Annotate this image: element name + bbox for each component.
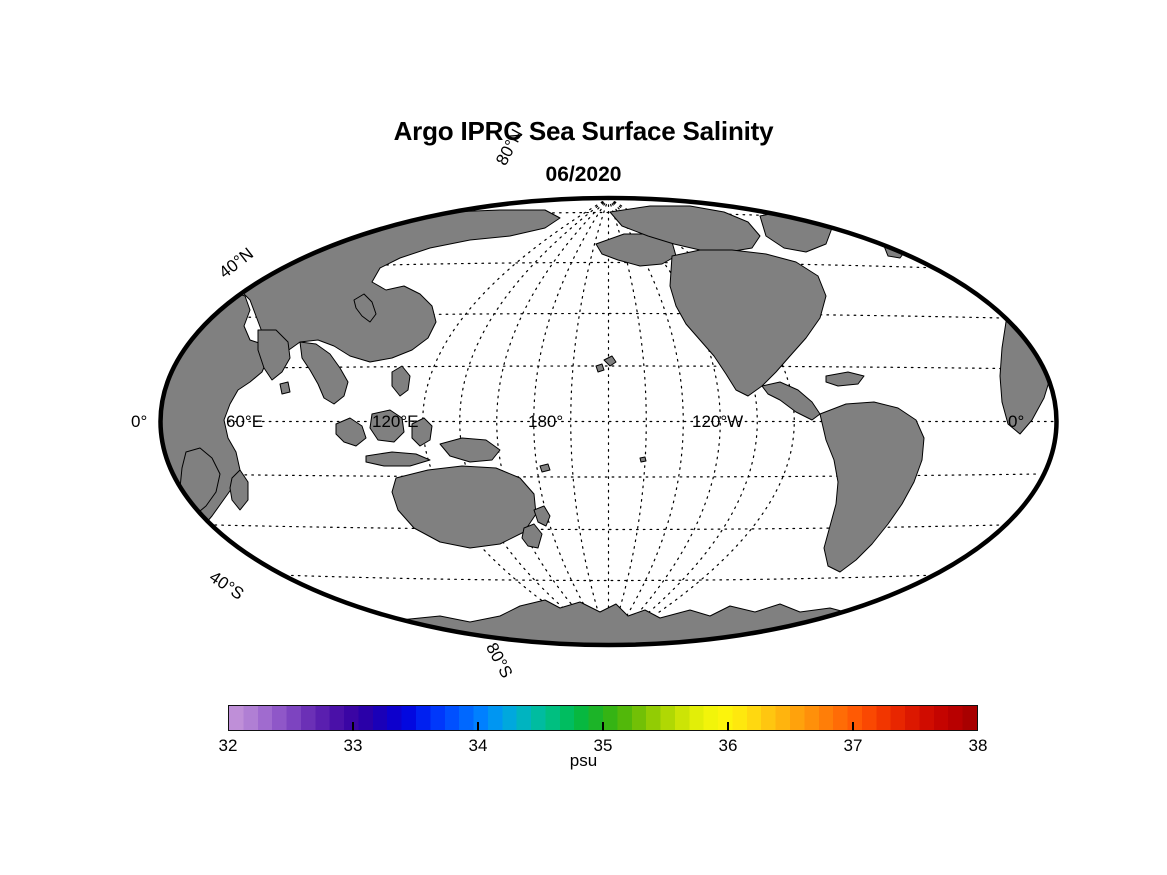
land-pacific-speck xyxy=(639,456,647,463)
land-sulawesi xyxy=(411,417,433,447)
land-central-america xyxy=(761,381,821,421)
colorbar-tick-36 xyxy=(727,722,729,731)
figure-subtitle: 06/2020 xyxy=(545,163,622,186)
colorbar-label-34: 34 xyxy=(468,736,488,755)
colorbar-label-35: 35 xyxy=(593,736,613,755)
colorbar-tick-34 xyxy=(477,722,479,731)
land-hawaii xyxy=(603,355,617,367)
land-new-guinea xyxy=(439,437,501,463)
land-antarctica xyxy=(329,599,941,645)
colorbar-label-33: 33 xyxy=(343,736,363,755)
lon-label-180: 180° xyxy=(528,412,564,431)
land-alaska xyxy=(595,233,677,267)
land-south-america xyxy=(819,401,925,573)
colorbar-tick-35 xyxy=(602,722,604,731)
land-india xyxy=(257,329,291,381)
lon-label-0w: 0° xyxy=(1008,412,1025,431)
lon-label-60e: 60°E xyxy=(226,412,264,431)
land-caribbean xyxy=(825,371,865,387)
land-north-america xyxy=(669,249,827,397)
land-philippines xyxy=(391,365,411,397)
colorbar-label-37: 37 xyxy=(843,736,863,755)
colorbar-label-38: 38 xyxy=(968,736,988,755)
colorbar: 32 33 34 35 36 37 38 xyxy=(219,705,987,754)
land-se-asia xyxy=(299,341,349,405)
land-borneo xyxy=(369,409,405,443)
land-madagascar xyxy=(229,469,249,511)
land-canada-arctic xyxy=(609,205,761,253)
page-title: Argo IPRC Sea Surface Salinity xyxy=(393,116,774,146)
lon-label-0e: 0° xyxy=(131,412,148,431)
lon-label-120w: 120°W xyxy=(692,412,744,431)
land-fiji xyxy=(539,463,551,473)
land-sri-lanka xyxy=(279,381,291,395)
land-new-zealand xyxy=(533,505,551,527)
globe-outline xyxy=(158,195,1059,648)
colorbar-unit-label: psu xyxy=(569,751,598,770)
lon-label-120e: 120°E xyxy=(372,412,419,431)
colorbar-tick-37 xyxy=(852,722,854,731)
land-japan xyxy=(353,293,377,323)
colorbar-tick-33 xyxy=(352,722,354,731)
colorbar-label-32: 32 xyxy=(218,736,238,755)
colorbar-label-36: 36 xyxy=(718,736,738,755)
land-sumatra xyxy=(335,417,367,447)
land-java xyxy=(365,451,431,467)
land-new-zealand-south xyxy=(521,523,543,549)
land-hawaii-2 xyxy=(595,363,605,373)
